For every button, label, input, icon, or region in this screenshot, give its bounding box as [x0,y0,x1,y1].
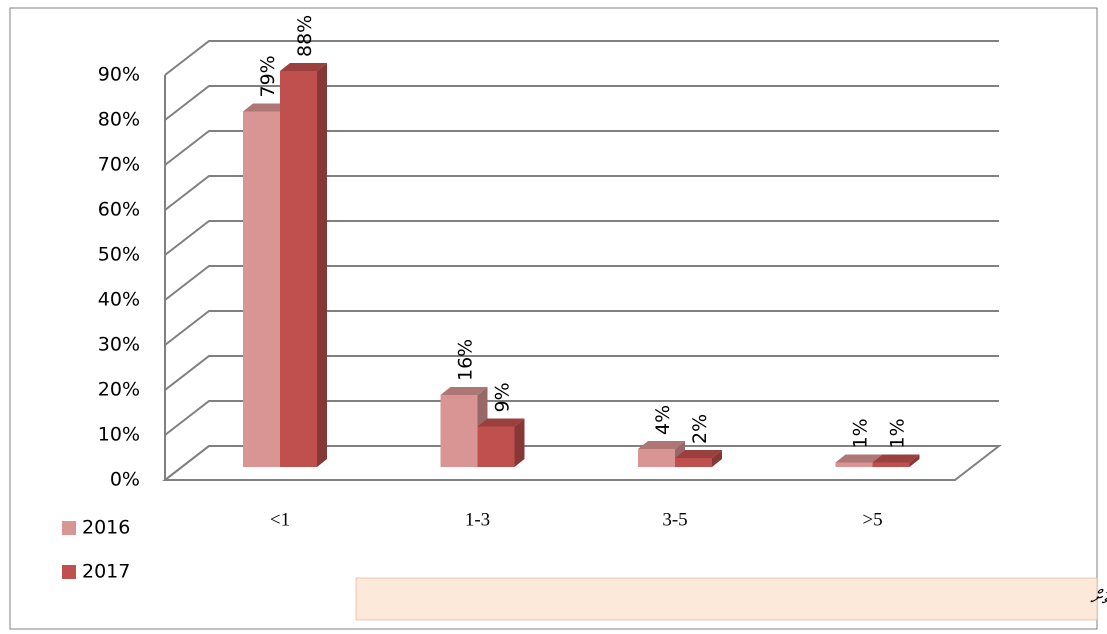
bar-top [477,418,525,427]
bar [477,426,515,467]
y-tick-label: 60% [98,199,140,221]
legend-label: 2017 [82,561,130,583]
chart-border [9,7,1098,630]
y-tick-label: 0% [110,469,140,491]
legend-swatch [62,565,76,579]
bar-top [638,441,685,449]
y-tick-label: 80% [98,109,140,131]
data-label: 16% [455,339,477,381]
x-tick-label: 1-3 [465,509,490,530]
grid-line [164,445,999,481]
data-label: 88% [294,15,316,57]
bar-top [243,103,290,112]
x-tick-label: <1 [270,509,290,530]
grid-line [164,220,999,256]
data-label: 4% [652,405,674,435]
grid-line [164,40,999,76]
bar-side [514,418,525,467]
bar-top [280,63,327,71]
bar-top [675,450,722,458]
data-label: 1% [850,418,872,448]
bar-side [712,450,722,467]
bar [243,111,280,467]
y-tick-label: 30% [98,334,140,356]
bar-top [872,454,920,463]
x-tick-label: 3-5 [662,509,687,530]
bar [440,395,478,467]
y-tick-label: 20% [98,379,140,401]
bar [835,462,873,467]
y-tick-label: 10% [98,424,140,446]
bar-top [440,387,488,395]
data-label: 2% [689,414,711,444]
bar [638,449,675,467]
data-label: 1% [887,418,909,448]
legend-swatch [62,521,76,535]
bar [675,458,712,467]
caption: ޝަކުލު 11: ( 2016 އަދި 2017- ޖަނަވަރީ މާ… [1090,586,1107,609]
legend-label: 2016 [82,517,130,539]
caption-box [355,577,1098,621]
y-tick-label: 90% [98,64,140,86]
x-tick-label: >5 [862,509,882,530]
grid-line [164,355,999,391]
grid-line [164,175,999,211]
bar-top [835,454,883,463]
grid-line [164,310,999,346]
bar [872,462,910,467]
grid-line [164,400,999,436]
bar [280,71,317,467]
y-tick-label: 70% [98,154,140,176]
bar-side [909,454,920,467]
grid-line [164,85,999,121]
y-tick-label: 50% [98,244,140,266]
data-label: 79% [257,55,279,97]
y-tick-label: 40% [98,289,140,311]
grid-line [164,265,999,301]
bar-side [317,63,327,467]
data-label: 9% [492,382,514,412]
grid-line [164,130,999,166]
